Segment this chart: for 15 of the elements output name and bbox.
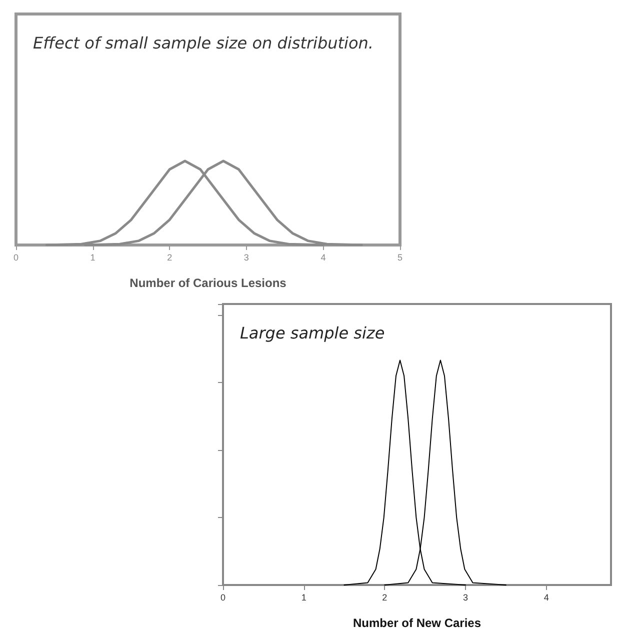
- chart-title: Effect of small sample size on distribution.: [33, 34, 374, 52]
- x-tick-label: 3: [462, 592, 468, 602]
- x-tick-label: 1: [90, 252, 96, 262]
- chart-title: Large sample size: [240, 324, 385, 342]
- x-axis-title: Number of Carious Lesions: [130, 276, 287, 290]
- x-axis-title: Number of New Caries: [352, 616, 482, 630]
- x-tick-label: 1: [301, 592, 306, 602]
- x-tick-label: 2: [382, 592, 388, 602]
- x-tick-label: 5: [397, 252, 403, 262]
- x-tick-label: 3: [244, 252, 249, 262]
- x-tick-label: 0: [220, 592, 226, 602]
- x-tick-label: 2: [167, 252, 172, 262]
- x-tick-label: 4: [544, 592, 549, 602]
- x-tick-label: 0: [13, 252, 19, 262]
- x-tick-label: 4: [320, 252, 326, 262]
